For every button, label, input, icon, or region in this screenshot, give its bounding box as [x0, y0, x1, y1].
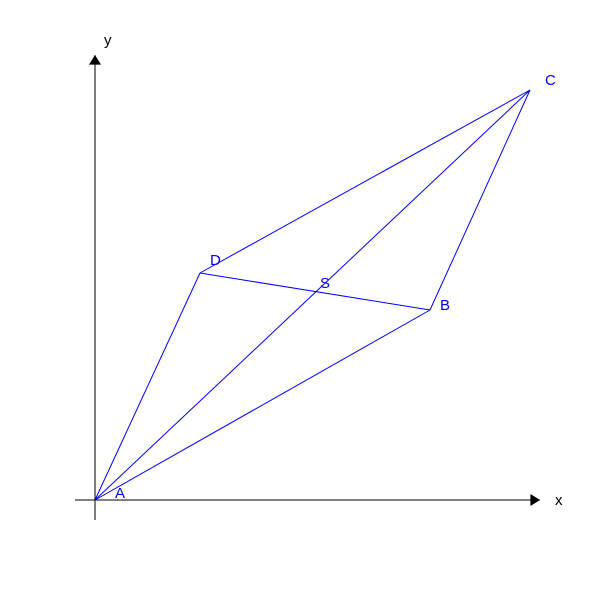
edge-da [95, 273, 200, 500]
edge-bc [430, 90, 530, 310]
edge-ac [95, 90, 530, 500]
diagram-canvas: x y A B C D S [0, 0, 600, 600]
point-b-label: B [440, 297, 450, 314]
x-axis-label: x [555, 492, 563, 509]
y-axis-arrow-icon [89, 55, 101, 65]
point-c-label: C [545, 72, 556, 89]
point-d-label: D [210, 252, 221, 269]
parallelogram-edges [95, 90, 530, 500]
edge-ab [95, 310, 430, 500]
edge-bd [200, 273, 430, 310]
point-s-label: S [320, 275, 330, 292]
y-axis-label: y [104, 32, 112, 49]
point-a-label: A [115, 485, 125, 502]
x-axis-arrow-icon [530, 494, 540, 506]
